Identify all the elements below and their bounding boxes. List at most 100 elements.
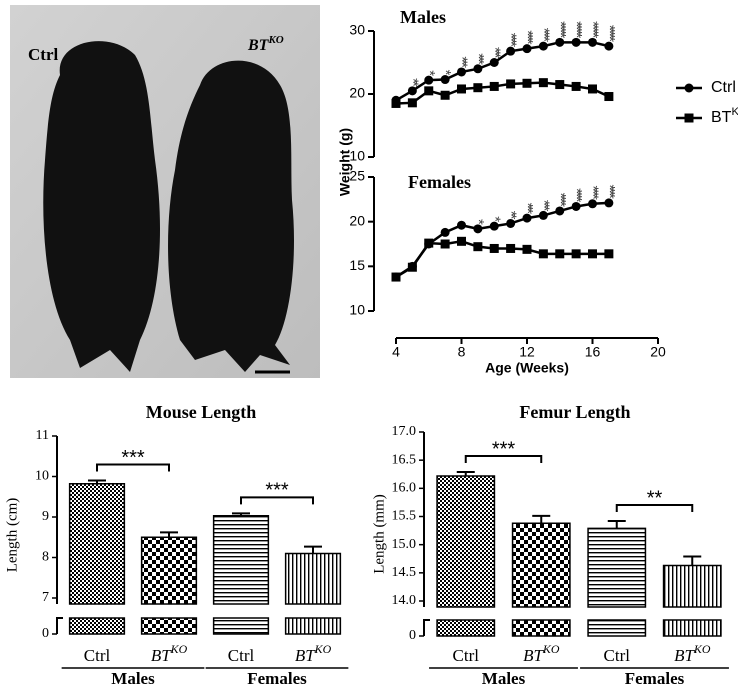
significance: **	[503, 211, 520, 220]
significance: *	[486, 216, 503, 222]
marker	[604, 92, 614, 102]
significance-label: ***	[121, 447, 145, 469]
marker	[473, 64, 483, 74]
marker	[391, 272, 401, 282]
bar	[587, 527, 647, 637]
marker	[588, 199, 597, 209]
x-tick-label: 20	[650, 344, 666, 360]
bar	[284, 552, 342, 635]
marker	[604, 41, 614, 51]
y-axis-label: Weight (g)	[337, 128, 353, 196]
marker	[588, 84, 597, 94]
error-bar	[683, 555, 702, 566]
significance-bracket	[615, 504, 694, 513]
marker	[555, 37, 565, 47]
bar	[436, 475, 496, 637]
marker	[391, 98, 401, 108]
significance: ****	[601, 185, 618, 200]
y-tick-label: 8	[42, 550, 49, 565]
y-tick-label: 11	[36, 428, 49, 443]
superscript: KO	[731, 106, 738, 118]
superscript: KO	[170, 642, 188, 656]
y-axis-label: Length (mm)	[371, 494, 387, 574]
panel-title: Males	[400, 7, 446, 27]
bar	[662, 564, 722, 637]
y-tick-label: 14.5	[392, 565, 417, 580]
marker	[489, 243, 499, 253]
marker	[538, 249, 548, 259]
significance-bracket	[464, 454, 543, 463]
category-label: BTKO	[674, 642, 711, 665]
significance: *****	[585, 21, 602, 38]
significance: ****	[552, 193, 569, 208]
significance: ****	[503, 33, 520, 48]
bar	[140, 536, 198, 635]
marker	[538, 210, 548, 220]
text-part: BT	[711, 109, 732, 126]
marker	[522, 213, 532, 223]
legend-marker	[684, 113, 694, 123]
x-tick-label: 16	[585, 344, 601, 360]
marker	[588, 249, 597, 259]
category-label: BTKO	[295, 642, 332, 665]
significance-label: ***	[265, 480, 289, 502]
marker	[407, 98, 417, 108]
marker	[555, 249, 565, 259]
label-text: BT	[247, 37, 270, 54]
y-tick-label: 16.5	[392, 452, 417, 467]
marker	[571, 37, 581, 47]
marker	[457, 84, 466, 94]
category-label: Ctrl	[228, 646, 255, 665]
mouse-btko	[168, 60, 295, 372]
bar	[511, 522, 571, 637]
superscript: KO	[542, 642, 560, 656]
x-tick-label: 8	[458, 344, 466, 360]
text-part: BT	[151, 646, 172, 665]
error-bar	[88, 479, 106, 484]
text-part: Ctrl	[84, 646, 111, 665]
marker	[440, 75, 450, 85]
significance: *****	[552, 21, 569, 38]
y-tick-label: 16.0	[392, 481, 417, 496]
y-tick-label: 14.0	[392, 593, 417, 608]
significance-bracket	[96, 463, 170, 472]
group-label: Females	[625, 669, 685, 688]
marker	[522, 244, 532, 254]
photo: Ctrl BTKO	[10, 5, 320, 378]
marker	[457, 67, 466, 77]
error-bar	[532, 514, 551, 524]
significance-label: ***	[492, 438, 516, 460]
y-tick-label: 17.0	[392, 424, 417, 439]
text-part: Ctrl	[711, 79, 736, 96]
y-tick-label: 25	[349, 168, 365, 184]
photo-label: Ctrl	[28, 45, 58, 64]
category-label: Ctrl	[453, 646, 480, 665]
y-tick-label: 30	[349, 22, 365, 38]
marker	[555, 80, 565, 90]
group-label: Males	[111, 669, 155, 688]
group-label: Males	[482, 669, 526, 688]
label-text: Ctrl	[28, 45, 58, 64]
marker	[522, 78, 532, 88]
y-tick-label: 7	[42, 590, 49, 605]
significance: *	[470, 219, 487, 225]
text-part: BT	[523, 646, 544, 665]
bar	[212, 515, 270, 635]
significance: **	[404, 78, 421, 87]
significance: ***	[454, 56, 471, 68]
significance: *****	[601, 25, 618, 42]
legend-entry: BTKO	[711, 106, 738, 126]
error-bar	[304, 545, 322, 554]
y-tick-label: 9	[42, 509, 49, 524]
y-tick-label: 20	[349, 212, 365, 228]
text-part: Ctrl	[453, 646, 480, 665]
significance: ****	[585, 185, 602, 200]
error-bar	[607, 520, 626, 529]
marker	[571, 81, 581, 91]
legend-marker	[684, 83, 694, 93]
marker	[489, 81, 499, 91]
y-axis-label: Length (cm)	[4, 498, 20, 573]
group-label: Females	[247, 669, 307, 688]
